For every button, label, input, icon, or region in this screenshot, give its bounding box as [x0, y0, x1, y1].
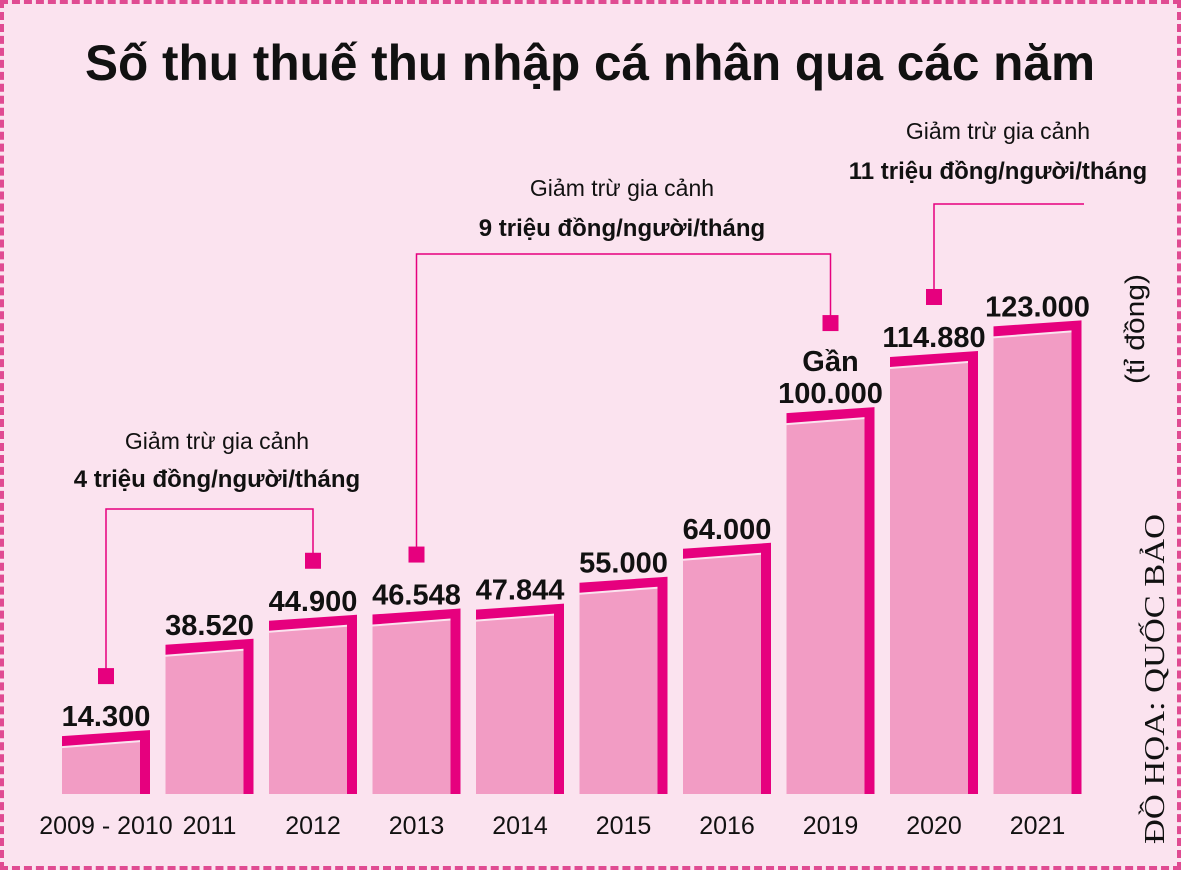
category-label-3: 2013: [389, 812, 445, 840]
bar-4: [476, 615, 554, 794]
bar-3: [372, 620, 451, 794]
annotation-line2-1: 9 triệu đồng/người/tháng: [479, 215, 765, 242]
value-label-8: 114.880: [882, 322, 985, 354]
value-label-0: 14.300: [62, 701, 151, 733]
category-label-8: 2020: [906, 812, 962, 840]
annotation-line1-0: Giảm trừ gia cảnh: [125, 428, 309, 454]
bar-accent-6: [683, 542, 771, 794]
annotation-marker-start-0: [98, 668, 114, 685]
labels-layer: 14.300 2009 - 2010 38.520 2011 44.900 2012 46.…: [39, 291, 1090, 840]
bar-6: [683, 554, 761, 794]
value-label-3: 46.548: [372, 580, 461, 612]
annotation-line1-2: Giảm trừ gia cảnh: [906, 118, 1090, 144]
value-label-1: 38.520: [165, 610, 254, 642]
bar-0: [62, 742, 140, 794]
annotation-bracket-0: [105, 508, 314, 671]
category-label-4: 2014: [492, 812, 548, 840]
bar-accent-9: [993, 320, 1082, 794]
category-label-0: 2009 - 2010: [39, 812, 172, 840]
chart-canvas: Số thu thuế thu nhập cá nhân qua các năm…: [39, 35, 1171, 844]
annotation-line2-2: 11 triệu đồng/người/tháng: [849, 158, 1147, 185]
category-label-7: 2019: [803, 812, 859, 840]
unit-label: (tỉ đồng): [1120, 274, 1150, 384]
annotation-line1-1: Giảm trừ gia cảnh: [530, 175, 714, 201]
bar-accent-7: [786, 407, 875, 794]
annotation-marker-start-1: [408, 546, 425, 563]
category-label-2: 2012: [285, 812, 341, 840]
value-label-2: 44.900: [269, 586, 358, 618]
bar-2: [269, 626, 347, 794]
bar-9: [993, 332, 1072, 794]
category-label-9: 2021: [1010, 812, 1066, 840]
category-label-5: 2015: [596, 812, 652, 840]
value-label-5: 55.000: [579, 548, 668, 580]
value-prefix-2019: Gần: [802, 346, 858, 378]
annotation-bracket-2: [933, 203, 1084, 291]
bar-accent-8: [890, 350, 978, 794]
bars-layer: [62, 320, 1082, 794]
bar-1: [165, 650, 244, 794]
value-label-7: 100.000: [778, 378, 883, 410]
bar-accent-1: [165, 638, 254, 794]
annotations-layer: Giảm trừ gia cảnh 4 triệu đồng/người/thán…: [74, 118, 1147, 685]
annotation-bracket-1: [415, 253, 832, 549]
annotation-marker-end-0: [305, 552, 321, 569]
annotation-marker-start-2: [926, 288, 942, 305]
bar-accent-4: [476, 603, 564, 794]
value-label-6: 64.000: [683, 514, 772, 546]
bar-accent-3: [372, 608, 461, 794]
chart-title: Số thu thuế thu nhập cá nhân qua các năm: [85, 35, 1095, 91]
value-label-9: 123.000: [985, 291, 1090, 323]
annotation-marker-end-1: [822, 315, 839, 332]
graphic-credit: ĐỒ HỌA: QUỐC BẢO: [1137, 514, 1171, 844]
bar-accent-0: [62, 730, 150, 794]
value-label-4: 47.844: [476, 575, 565, 607]
category-label-1: 2011: [183, 812, 237, 840]
bar-accent-2: [269, 614, 357, 794]
annotation-line2-0: 4 triệu đồng/người/tháng: [74, 466, 360, 493]
bar-5: [579, 588, 658, 794]
category-label-6: 2016: [699, 812, 755, 840]
bar-accent-5: [579, 576, 668, 794]
bar-8: [890, 362, 968, 794]
bar-7: [786, 419, 865, 794]
